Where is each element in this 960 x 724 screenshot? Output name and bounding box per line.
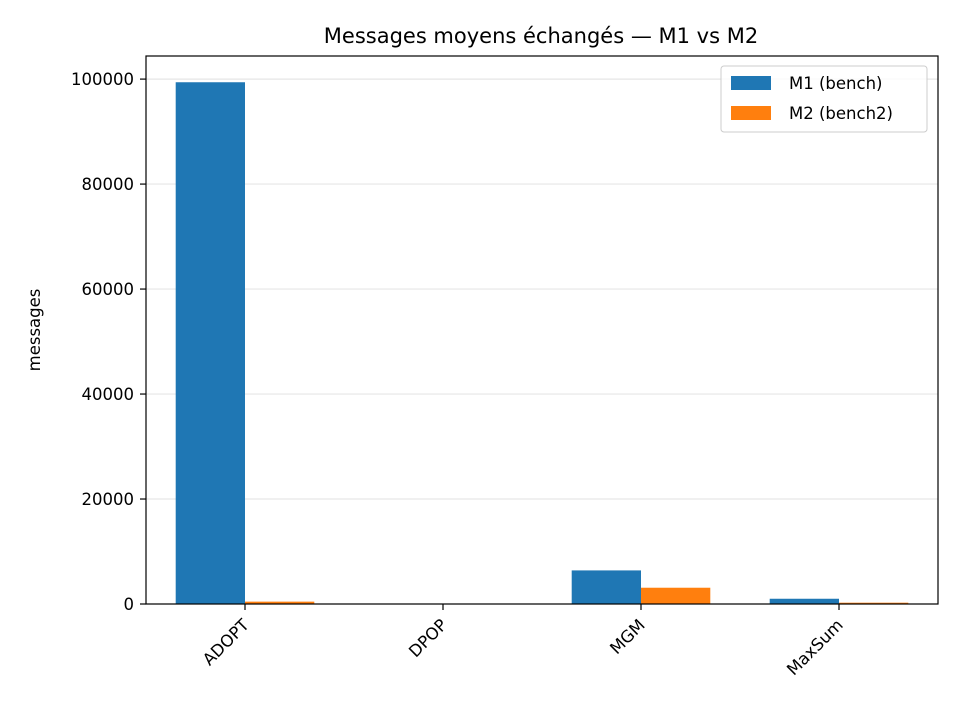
legend-swatch-1 <box>731 106 771 120</box>
y-tick-label-5: 100000 <box>71 70 134 89</box>
x-tick-label-dpop: DPOP <box>405 615 451 661</box>
bar-m1-bench-maxsum <box>769 598 839 604</box>
y-tick-label-1: 20000 <box>82 490 135 509</box>
bar-m2-bench2-mgm <box>641 587 711 604</box>
y-axis-label: messages <box>25 289 44 372</box>
plot-frame <box>145 55 939 605</box>
y-tick-label-0: 0 <box>124 595 135 614</box>
legend: M1 (bench) M2 (bench2) <box>720 65 928 133</box>
x-tick-label-adopt: ADOPT <box>199 615 253 669</box>
bar-m2-bench2-maxsum <box>839 602 909 604</box>
y-tick-label-3: 60000 <box>82 280 135 299</box>
gridlines <box>146 78 938 605</box>
chart-title: Messages moyens échangés — M1 vs M2 <box>324 24 758 48</box>
y-tick-label-2: 40000 <box>82 385 135 404</box>
x-tick-label-maxsum: MaxSum <box>783 615 847 679</box>
y-tick-label-4: 80000 <box>82 175 135 194</box>
bar-m1-bench-adopt <box>175 82 245 604</box>
legend-label-1: M2 (bench2) <box>789 104 893 123</box>
legend-label-0: M1 (bench) <box>789 74 882 93</box>
bar-m1-bench-mgm <box>571 570 641 604</box>
bar-m2-bench2-adopt <box>245 601 315 604</box>
x-axis-ticks: ADOPT DPOP MGM MaxSum <box>199 604 847 679</box>
bars <box>175 82 909 604</box>
x-tick-label-mgm: MGM <box>606 615 649 658</box>
legend-box <box>720 65 928 133</box>
legend-swatch-0 <box>731 76 771 90</box>
y-axis-ticks: 0 20000 40000 60000 80000 100000 <box>71 70 146 614</box>
